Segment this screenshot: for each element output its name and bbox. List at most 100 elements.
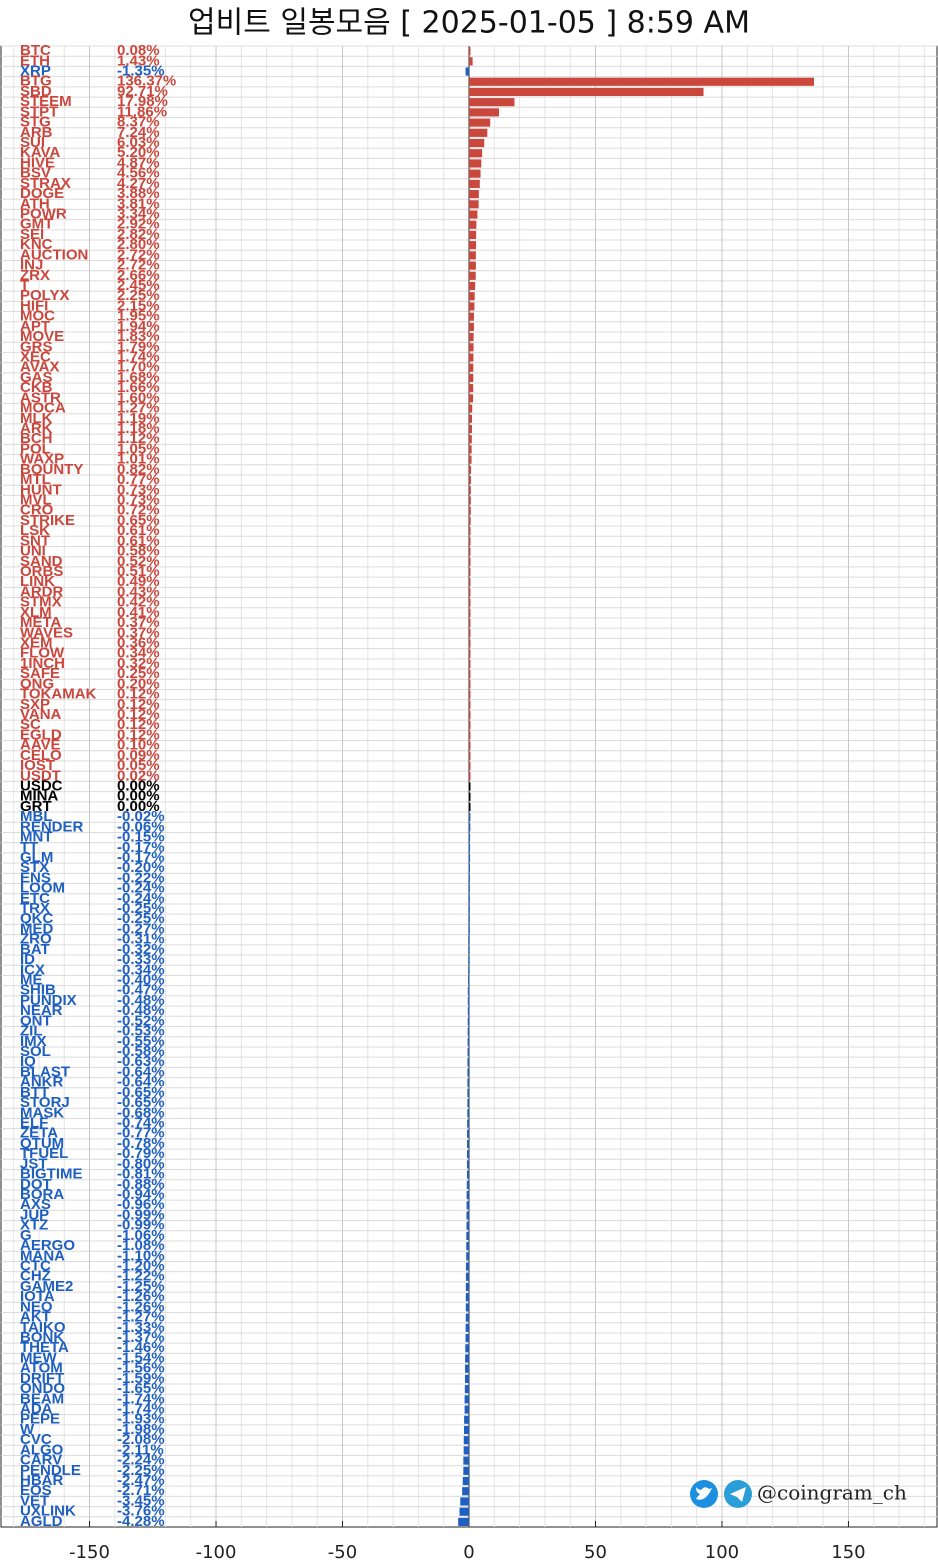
- bar: [469, 690, 471, 699]
- value-label: -3.45%: [117, 1492, 165, 1509]
- value-label: -1.46%: [117, 1339, 165, 1356]
- category-label: ARDR: [20, 583, 63, 600]
- value-label: -0.99%: [117, 1206, 165, 1223]
- bar: [466, 1221, 469, 1230]
- bar: [469, 588, 471, 597]
- category-label: ATOM: [20, 1360, 63, 1377]
- bar: [469, 731, 471, 740]
- category-label: ZETA: [20, 1125, 58, 1142]
- category-label: BTG: [20, 73, 52, 90]
- bar: [469, 57, 473, 66]
- bar: [464, 1405, 469, 1414]
- category-label: META: [20, 614, 62, 631]
- bar: [469, 261, 476, 270]
- category-label: XLM: [20, 604, 52, 621]
- bar: [468, 966, 470, 975]
- category-label: XTZ: [20, 1217, 48, 1234]
- category-label: STG: [20, 114, 51, 131]
- bar: [469, 292, 475, 301]
- bar: [469, 608, 471, 617]
- bar: [469, 639, 471, 648]
- category-label: CTC: [20, 1258, 51, 1275]
- value-label: 0.00%: [117, 788, 160, 805]
- value-label: 0.43%: [117, 583, 160, 600]
- value-label: -0.68%: [117, 1104, 165, 1121]
- value-label: -0.55%: [117, 1033, 165, 1050]
- value-label: -2.11%: [117, 1441, 164, 1458]
- value-label: -0.88%: [117, 1176, 165, 1193]
- bar: [469, 271, 476, 280]
- category-label: BORA: [20, 1186, 64, 1203]
- value-label: -0.64%: [117, 1074, 165, 1091]
- value-label: -0.63%: [117, 1053, 165, 1070]
- bar: [466, 1190, 469, 1200]
- category-label: STMX: [20, 594, 62, 611]
- category-label: GRS: [20, 338, 53, 355]
- category-label: MINA: [20, 788, 58, 805]
- value-label: -0.22%: [117, 869, 165, 886]
- bar: [458, 1517, 469, 1526]
- bar: [469, 618, 471, 628]
- category-label: CRO: [20, 502, 54, 519]
- bar: [466, 1231, 469, 1240]
- category-label: IMX: [20, 1033, 47, 1050]
- bar: [468, 894, 470, 903]
- bar: [465, 1313, 469, 1322]
- value-label: -1.10%: [117, 1247, 165, 1264]
- category-label: THETA: [20, 1339, 69, 1356]
- category-label: ORBS: [20, 563, 63, 580]
- bar: [469, 710, 471, 720]
- value-label: -1.54%: [117, 1349, 165, 1366]
- value-label: -0.06%: [117, 818, 165, 835]
- category-label: ELF: [20, 1115, 48, 1132]
- bar: [468, 874, 470, 883]
- bar: [469, 649, 471, 658]
- category-label: BLAST: [20, 1063, 70, 1080]
- bar: [469, 251, 476, 260]
- x-tick-label: -50: [328, 1542, 357, 1563]
- bar: [466, 1170, 469, 1179]
- category-label: TRX: [20, 900, 50, 917]
- value-label: 0.12%: [117, 696, 160, 713]
- bar: [468, 915, 470, 924]
- value-label: -1.26%: [117, 1298, 165, 1315]
- bar: [469, 281, 476, 291]
- value-label: 0.73%: [117, 481, 160, 498]
- bar: [468, 956, 470, 965]
- bar: [469, 230, 477, 240]
- value-label: 0.32%: [117, 655, 160, 672]
- bar: [469, 190, 479, 199]
- category-label: GLM: [20, 849, 53, 866]
- value-label: 2.25%: [117, 287, 160, 304]
- category-label: XEC: [20, 348, 51, 365]
- bar: [469, 424, 472, 434]
- bar: [469, 578, 471, 587]
- category-label: AVAX: [20, 359, 59, 376]
- value-label: -0.24%: [117, 890, 165, 907]
- bar: [465, 1323, 469, 1332]
- category-label: STRAX: [20, 175, 71, 192]
- value-label: 3.88%: [117, 185, 160, 202]
- bar: [469, 567, 471, 577]
- value-label: -0.79%: [117, 1145, 165, 1162]
- category-label: POL: [20, 440, 51, 457]
- value-label: -0.48%: [117, 1002, 165, 1019]
- category-label: IQ: [20, 1053, 36, 1070]
- category-label: ZRO: [20, 931, 52, 948]
- bar: [469, 179, 480, 188]
- value-label: 0.82%: [117, 461, 160, 478]
- value-label: -1.33%: [117, 1319, 165, 1336]
- bar: [468, 935, 470, 944]
- value-label: -1.35%: [117, 63, 165, 80]
- value-label: 4.56%: [117, 165, 160, 182]
- category-label: MLK: [20, 410, 53, 427]
- value-label: 0.20%: [117, 675, 160, 692]
- value-label: -0.53%: [117, 1023, 165, 1040]
- bar: [468, 853, 471, 863]
- category-label: STX: [20, 859, 49, 876]
- bar: [467, 996, 470, 1006]
- bar: [469, 598, 471, 607]
- value-label: 1.60%: [117, 389, 160, 406]
- bar: [469, 159, 482, 168]
- category-label: SXP: [20, 696, 50, 713]
